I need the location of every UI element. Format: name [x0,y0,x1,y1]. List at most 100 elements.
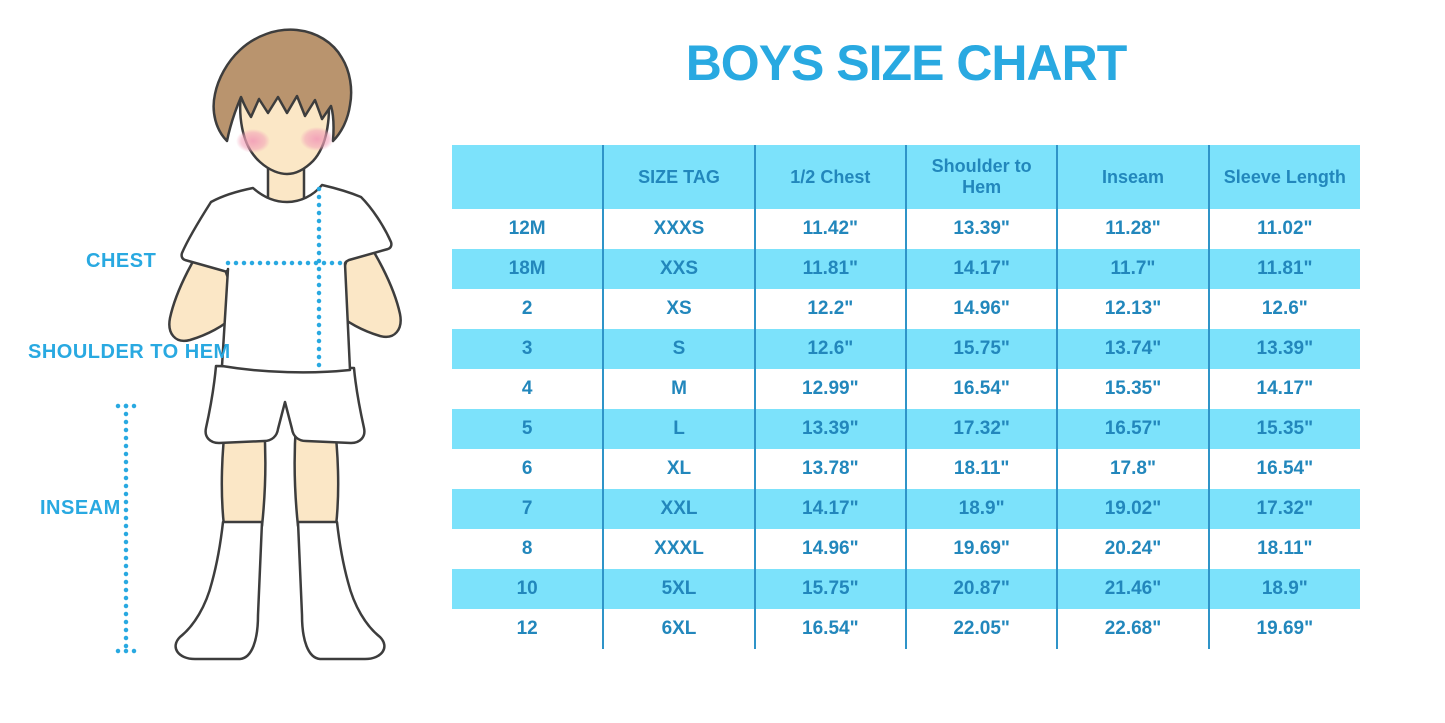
table-cell: 11.42" [753,209,906,249]
table-cell: 20.87" [904,569,1058,609]
table-cell: 13.74" [1056,329,1209,369]
table-cell: 15.35" [1207,409,1360,449]
inseam-label: INSEAM [40,497,121,519]
column-header: 1/2 Chest [753,145,906,209]
column-header: Shoulder to Hem [904,145,1058,209]
table-row: 2 XS 12.2" 14.96" 12.13" 12.6" [452,289,1360,329]
table-cell: 13.39" [753,409,906,449]
page-title: BOYS SIZE CHART [685,35,1128,91]
size-table: SIZE TAG 1/2 Chest Shoulder to Hem Inseam Sl… [452,145,1360,649]
hair [212,28,353,143]
table-row: 12 6XL 16.54" 22.05" 22.68" 19.69" [452,609,1360,649]
table-cell: 17.32" [1207,489,1360,529]
table-row: 3 S 12.6" 15.75" 13.74" 13.39" [452,329,1360,369]
table-cell: 11.81" [753,249,906,289]
table-cell: 22.05" [904,609,1058,649]
size-table-header-row: SIZE TAG 1/2 Chest Shoulder to Hem Inseam Sl… [452,145,1360,209]
size-cell: 18M [452,249,604,289]
table-cell: XXS [602,249,755,289]
table-cell: 11.7" [1056,249,1209,289]
table-cell: 12.6" [1207,289,1360,329]
column-header: SIZE TAG [602,145,755,209]
table-cell: XXXS [602,209,755,249]
table-cell: 17.32" [904,409,1058,449]
table-cell: 16.54" [753,609,906,649]
table-row: 8 XXXL 14.96" 19.69" 20.24" 18.11" [452,529,1360,569]
table-cell: 16.54" [1207,449,1360,489]
table-row: 12M XXXS 11.42" 13.39" 11.28" 11.02" [452,209,1360,249]
size-table-head: SIZE TAG 1/2 Chest Shoulder to Hem Inseam Sl… [452,145,1360,209]
table-cell: 14.96" [904,289,1058,329]
size-cell: 6 [452,449,604,489]
table-cell: 15.35" [1056,369,1209,409]
table-cell: 22.68" [1056,609,1209,649]
table-cell: 16.54" [904,369,1058,409]
table-cell: 13.39" [904,209,1058,249]
table-cell: XXXL [602,529,755,569]
left-cheek [236,129,270,153]
table-row: 18M XXS 11.81" 14.17" 11.7" 11.81" [452,249,1360,289]
size-cell: 3 [452,329,604,369]
table-row: 4 M 12.99" 16.54" 15.35" 14.17" [452,369,1360,409]
table-cell: 18.11" [1207,529,1360,569]
table-cell: 13.39" [1207,329,1360,369]
column-header: Inseam [1056,145,1209,209]
size-cell: 8 [452,529,604,569]
table-cell: 14.96" [753,529,906,569]
table-cell: M [602,369,755,409]
table-cell: 18.9" [904,489,1058,529]
shorts [204,364,366,445]
table-cell: 15.75" [753,569,906,609]
size-cell: 12M [452,209,604,249]
table-cell: S [602,329,755,369]
boy-illustration [115,28,402,661]
table-cell: 18.11" [904,449,1058,489]
right-cheek [300,127,334,151]
table-cell: 12.2" [753,289,906,329]
table-cell: XXL [602,489,755,529]
table-cell: 21.46" [1056,569,1209,609]
tshirt [180,183,393,374]
table-cell: 15.75" [904,329,1058,369]
table-row: 7 XXL 14.17" 18.9" 19.02" 17.32" [452,489,1360,529]
table-cell: 14.17" [753,489,906,529]
table-cell: 11.81" [1207,249,1360,289]
table-cell: 14.17" [1207,369,1360,409]
column-header [452,145,604,209]
size-cell: 4 [452,369,604,409]
table-cell: 19.69" [904,529,1058,569]
table-cell: 13.78" [753,449,906,489]
chest-label: CHEST [86,250,157,272]
table-cell: 16.57" [1056,409,1209,449]
size-cell: 10 [452,569,604,609]
table-cell: 20.24" [1056,529,1209,569]
table-cell: 11.02" [1207,209,1360,249]
shoulder-to-hem-label: SHOULDER TO HEM [28,341,231,363]
table-row: 6 XL 13.78" 18.11" 17.8" 16.54" [452,449,1360,489]
right-sock [296,520,386,661]
table-cell: 14.17" [904,249,1058,289]
left-sock [174,520,264,661]
table-cell: XL [602,449,755,489]
table-cell: L [602,409,755,449]
size-cell: 12 [452,609,604,649]
table-cell: 12.6" [753,329,906,369]
table-cell: 18.9" [1207,569,1360,609]
table-cell: 12.13" [1056,289,1209,329]
table-row: 5 L 13.39" 17.32" 16.57" 15.35" [452,409,1360,449]
table-cell: 11.28" [1056,209,1209,249]
table-cell: 19.02" [1056,489,1209,529]
size-cell: 7 [452,489,604,529]
size-table-body: 12M XXXS 11.42" 13.39" 11.28" 11.02" 18M XXS 11.… [452,209,1360,649]
table-cell: 5XL [602,569,755,609]
table-cell: 17.8" [1056,449,1209,489]
table-row: 10 5XL 15.75" 20.87" 21.46" 18.9" [452,569,1360,609]
table-cell: 19.69" [1207,609,1360,649]
table-cell: XS [602,289,755,329]
column-header: Sleeve Length [1207,145,1360,209]
size-cell: 5 [452,409,604,449]
size-cell: 2 [452,289,604,329]
table-cell: 6XL [602,609,755,649]
table-cell: 12.99" [753,369,906,409]
